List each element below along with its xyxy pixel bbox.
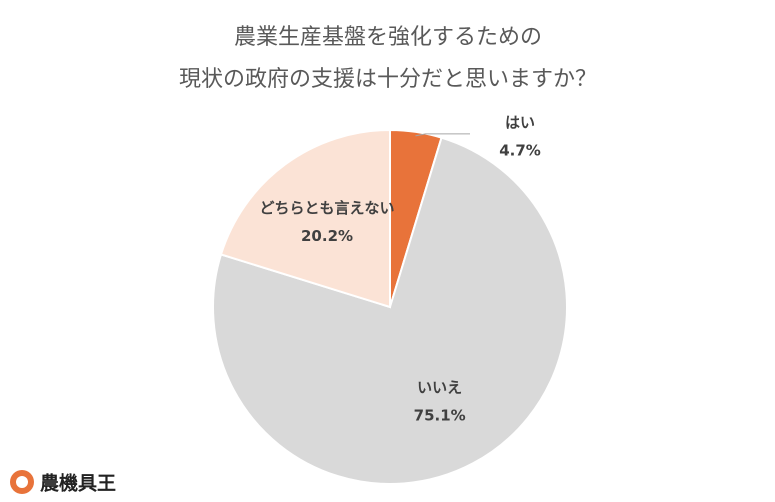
chart-title: 現状の政府の支援は十分だと思いますか？ xyxy=(179,67,597,92)
pie-slice xyxy=(212,136,568,485)
pie-slice xyxy=(219,128,391,309)
value-label: 75.1% xyxy=(414,406,466,424)
leader-line xyxy=(415,133,470,137)
logo-icon xyxy=(16,476,28,488)
logo: 農機具王 xyxy=(10,470,116,495)
category-label: どちらとも言えない xyxy=(260,199,395,217)
chart-title: 農業生産基盤を強化するための xyxy=(234,25,542,50)
value-label: 20.2% xyxy=(301,227,353,245)
category-label: いいえ xyxy=(417,378,462,396)
category-label: はい xyxy=(505,113,535,131)
logo-text: 農機具王 xyxy=(40,472,116,495)
value-label: 4.7% xyxy=(499,141,541,159)
